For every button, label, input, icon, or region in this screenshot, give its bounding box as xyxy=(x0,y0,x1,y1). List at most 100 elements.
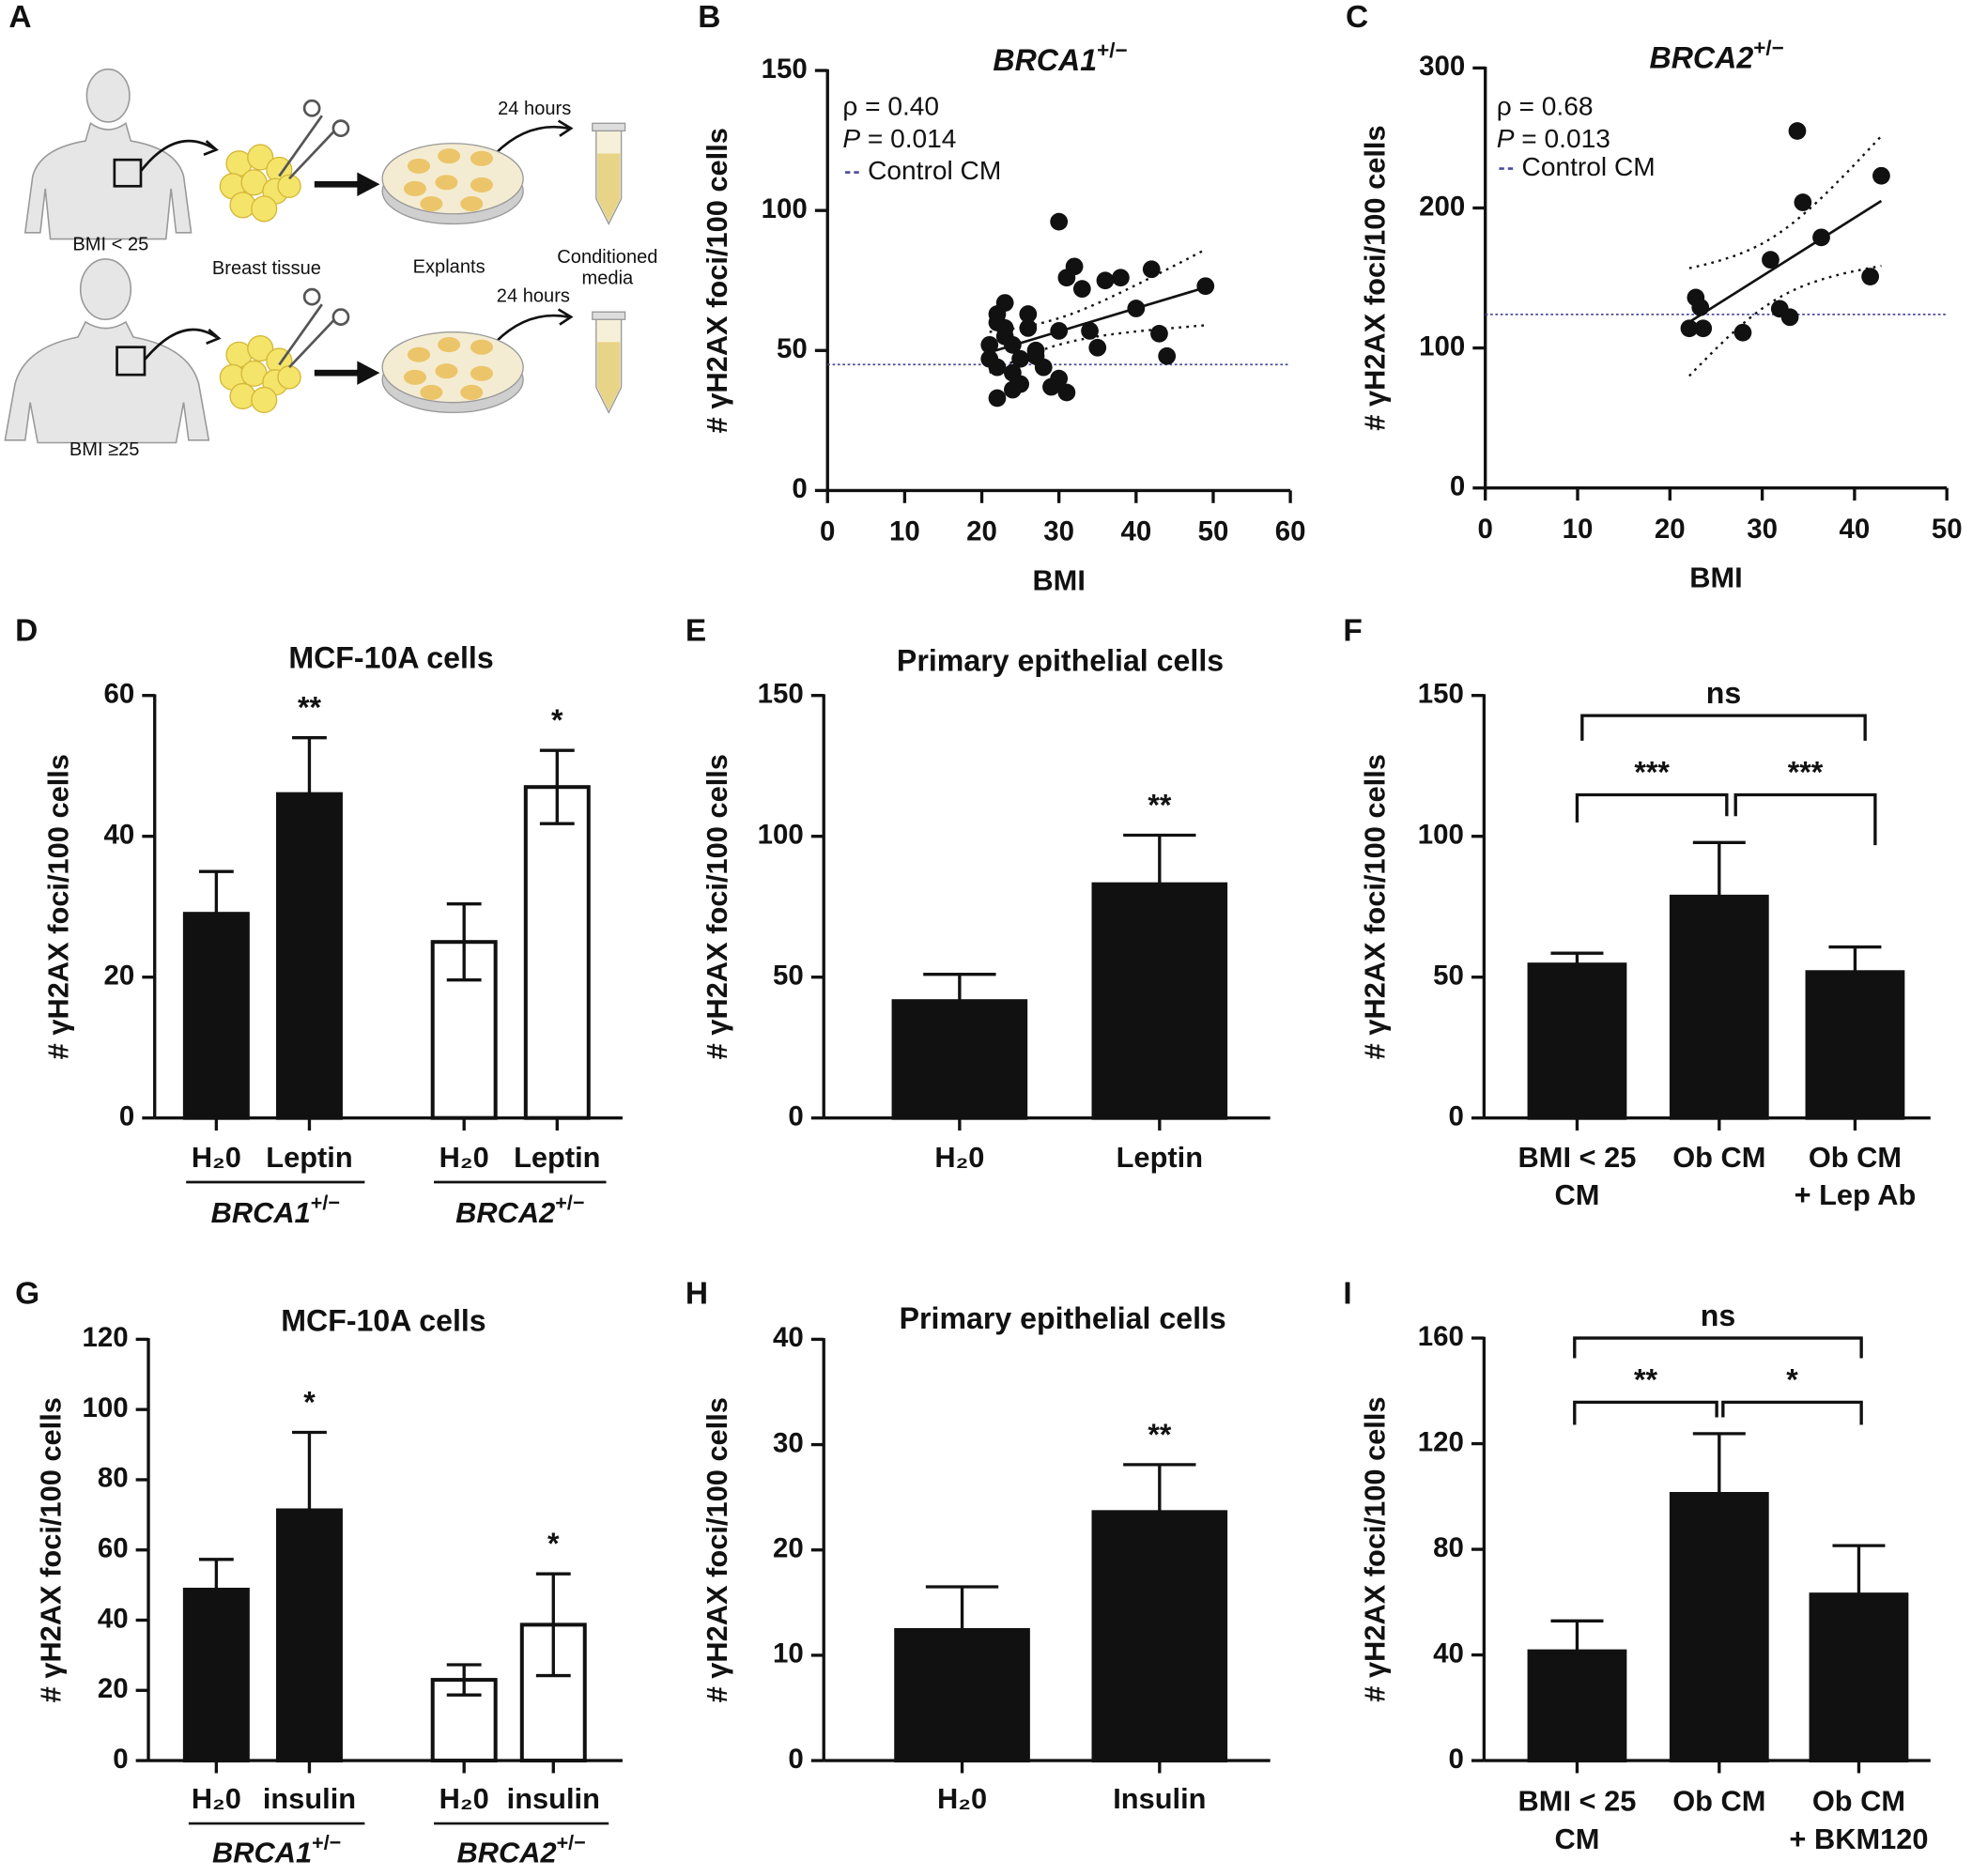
bar xyxy=(1527,1649,1627,1763)
point xyxy=(1004,335,1022,354)
p-text: = 0.013 xyxy=(1515,124,1610,153)
y-axis-label: # γH2AX foci/100 cells xyxy=(1359,125,1392,430)
point xyxy=(1019,305,1038,323)
point xyxy=(1019,319,1038,337)
bar xyxy=(182,1587,250,1763)
stat-p: P = 0.013 xyxy=(1497,124,1610,153)
comparison-label: ns xyxy=(1701,1299,1736,1332)
y-tick-label: 160 xyxy=(1418,1321,1464,1352)
y-axis-label: # γH2AX foci/100 cells xyxy=(34,1397,67,1702)
confidence-band xyxy=(1688,135,1883,269)
chart-title: BRCA2+/− xyxy=(1650,36,1784,75)
point xyxy=(1680,319,1699,338)
x-tick-label: 10 xyxy=(889,516,920,547)
point xyxy=(1780,308,1799,327)
diagram-label: media xyxy=(582,269,635,289)
y-tick-label: 100 xyxy=(1418,819,1464,850)
comparison-bracket xyxy=(1573,1336,1863,1359)
panel-letter: D xyxy=(15,614,38,649)
point xyxy=(1096,271,1115,290)
gene-name: BRCA1 xyxy=(993,44,1097,78)
y-tick-label: 100 xyxy=(82,1392,128,1423)
y-tick-label: 0 xyxy=(792,473,807,504)
gene-name: BRCA1 xyxy=(211,1196,311,1229)
point xyxy=(1127,300,1146,317)
x-tick-label: H₂0 xyxy=(439,1141,489,1174)
x-axis-label: BMI xyxy=(1689,561,1742,594)
point xyxy=(1196,277,1215,296)
point xyxy=(1050,212,1069,231)
point xyxy=(1733,323,1752,342)
point xyxy=(1050,322,1069,340)
y-tick-label: 150 xyxy=(762,54,808,85)
y-tick-label: 100 xyxy=(1419,331,1465,361)
x-tick-label: + BKM120 xyxy=(1789,1822,1928,1855)
y-tick-label: 10 xyxy=(773,1638,804,1669)
bar xyxy=(1669,894,1769,1120)
point xyxy=(1150,325,1168,343)
panel-letter: C xyxy=(1346,0,1368,35)
point xyxy=(1861,268,1879,285)
tissue xyxy=(219,144,301,414)
y-axis-label: # γH2AX foci/100 cells xyxy=(701,1397,733,1702)
diagram-label: BMI ≥25 xyxy=(69,439,140,460)
group-label: BRCA1+/− xyxy=(212,1830,341,1869)
y-tick-label: 40 xyxy=(773,1322,804,1353)
significance: * xyxy=(551,703,563,737)
x-tick-label: 30 xyxy=(1747,514,1778,545)
gene-name: BRCA2 xyxy=(457,1837,557,1869)
point xyxy=(1057,383,1076,402)
y-tick-label: 200 xyxy=(1419,191,1465,222)
x-tick-label: H₂0 xyxy=(192,1782,241,1815)
point xyxy=(1158,346,1177,365)
y-tick-label: 0 xyxy=(788,1100,803,1131)
y-tick-label: 50 xyxy=(1433,960,1464,991)
comparison-label: *** xyxy=(1788,756,1824,790)
x-tick-label: 50 xyxy=(1198,516,1229,547)
stat-rho: ρ = 0.40 xyxy=(842,92,939,121)
x-tick-label: Ob CM xyxy=(1809,1141,1902,1174)
y-tick-label: 0 xyxy=(788,1744,803,1775)
group-label: BRCA2+/− xyxy=(455,1190,584,1229)
significance: * xyxy=(547,1527,560,1561)
y-tick-label: 0 xyxy=(1450,470,1465,501)
comparison-label: ns xyxy=(1706,676,1742,710)
genotype: +/− xyxy=(312,1830,341,1853)
genotype: +/− xyxy=(311,1190,340,1213)
panel-letter: E xyxy=(686,614,706,649)
bar xyxy=(182,912,250,1120)
x-tick-label: Insulin xyxy=(1113,1782,1206,1815)
p-text: = 0.014 xyxy=(860,124,956,153)
point xyxy=(1812,228,1830,247)
comparison-label: *** xyxy=(1634,756,1670,790)
point xyxy=(980,335,999,354)
y-axis-label: # γH2AX foci/100 cells xyxy=(701,754,733,1059)
panel-letter: I xyxy=(1343,1276,1351,1311)
panel-letter: A xyxy=(8,0,31,35)
x-tick-label: insulin xyxy=(507,1782,600,1815)
region-box xyxy=(116,346,146,377)
genotype: +/− xyxy=(1097,38,1128,62)
y-tick-label: 60 xyxy=(104,678,135,709)
x-tick-label: H₂0 xyxy=(937,1782,987,1815)
panel-letter: G xyxy=(15,1276,39,1311)
comparison-bracket xyxy=(1573,1400,1718,1425)
y-tick-label: 40 xyxy=(98,1603,129,1634)
point xyxy=(1011,349,1029,368)
panel-letter: B xyxy=(698,0,720,35)
diagram-label: Explants xyxy=(413,257,485,278)
comparison-bracket xyxy=(1721,1400,1863,1425)
bar xyxy=(1091,882,1228,1120)
chart-title: MCF-10A cells xyxy=(288,641,493,675)
bar xyxy=(1809,1592,1909,1763)
panel-letter: F xyxy=(1343,614,1362,649)
gene-name: BRCA1 xyxy=(212,1837,312,1869)
legend-label: Control CM xyxy=(1522,152,1656,181)
confidence-band xyxy=(1688,265,1882,377)
x-tick-label: BMI < 25 xyxy=(1518,1785,1637,1818)
y-tick-label: 300 xyxy=(1419,51,1465,82)
x-tick-label: 0 xyxy=(820,516,835,547)
chart-title: Primary epithelial cells xyxy=(897,643,1224,677)
